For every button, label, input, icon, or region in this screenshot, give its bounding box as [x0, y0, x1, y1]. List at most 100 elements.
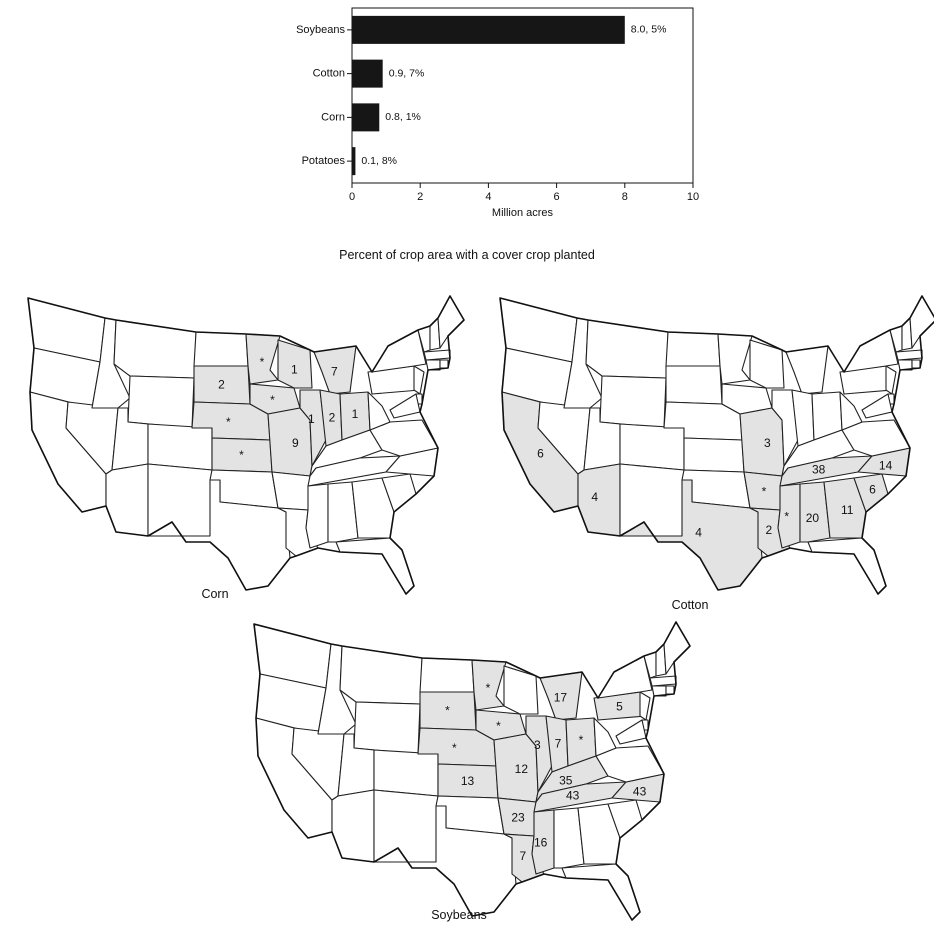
state-value-ne: * — [452, 741, 457, 755]
state-value-mo: 3 — [764, 436, 771, 450]
state-value-mn: * — [486, 681, 491, 695]
state-value-ky: 35 — [559, 773, 573, 787]
state-ma — [895, 349, 923, 361]
bar-potatoes — [352, 147, 356, 176]
nation-outline — [27, 295, 465, 595]
state-me — [437, 295, 465, 349]
state-wv — [367, 391, 391, 431]
nation-outline — [253, 621, 691, 921]
state-nj — [639, 691, 651, 721]
state-nj — [413, 365, 425, 395]
state-nd — [193, 331, 249, 367]
state-wv — [839, 391, 863, 431]
state-mo — [267, 407, 313, 477]
state-value-mi: 17 — [554, 690, 568, 704]
state-co — [147, 423, 213, 471]
x-tick-label: 0 — [349, 191, 355, 203]
state-ms — [305, 483, 329, 549]
state-nd — [419, 657, 475, 693]
state-value-tn: 38 — [812, 463, 826, 477]
state-value-la: 7 — [520, 849, 527, 863]
data-label: 0.1, 8% — [361, 155, 397, 167]
state-value-nc: 14 — [879, 458, 893, 472]
state-co — [373, 749, 439, 797]
state-ct — [651, 685, 667, 697]
state-al — [327, 481, 359, 543]
state-value-mi: 7 — [331, 364, 338, 378]
state-value-sd: 2 — [218, 378, 225, 392]
state-az — [577, 463, 621, 537]
bar-chart: Soybeans 8.0, 5% Cotton 0.9, 7% Corn 0.8, 1% P… — [296, 7, 699, 219]
state-value-ks: * — [239, 448, 244, 462]
nation-outline — [499, 295, 934, 595]
state-value-nc: 43 — [633, 784, 647, 798]
state-ri — [665, 685, 675, 695]
x-tick-label: 4 — [485, 191, 491, 203]
state-ri — [439, 359, 449, 369]
state-mt — [585, 319, 669, 379]
state-co — [619, 423, 685, 471]
state-mn — [717, 333, 753, 385]
state-mi — [785, 345, 829, 395]
x-tick-label: 2 — [417, 191, 423, 203]
x-axis-label: Million acres — [492, 207, 554, 219]
state-value-mo: 9 — [292, 436, 299, 450]
state-value-az: 4 — [591, 490, 598, 504]
state-fl — [335, 537, 415, 595]
bar-soybeans — [352, 15, 625, 44]
corn-map-label: Corn — [201, 587, 229, 601]
state-ma — [649, 675, 677, 687]
state-value-oh: 1 — [352, 407, 359, 421]
state-value-il: 1 — [308, 412, 315, 426]
state-value-ar: * — [762, 485, 767, 499]
data-label: 8.0, 5% — [631, 24, 667, 36]
state-value-tn: 43 — [566, 789, 580, 803]
y-tick-label: Potatoes — [302, 155, 346, 167]
bar-corn — [352, 103, 380, 132]
state-md — [615, 719, 647, 745]
state-value-in: 7 — [555, 737, 562, 751]
state-wi — [749, 339, 785, 389]
state-value-in: 2 — [329, 411, 336, 425]
state-ar — [271, 471, 311, 511]
state-md — [389, 393, 421, 419]
state-al — [799, 481, 831, 543]
state-nm — [373, 789, 439, 863]
state-value-ks: 13 — [461, 774, 475, 788]
state-ks — [683, 437, 745, 473]
state-mt — [339, 645, 423, 705]
state-wy — [599, 375, 667, 429]
state-wy — [127, 375, 195, 429]
state-ny — [371, 329, 427, 373]
state-fl — [561, 863, 641, 921]
state-ct — [425, 359, 441, 371]
state-value-ia: * — [496, 719, 501, 733]
state-ny — [843, 329, 899, 373]
bar-cotton — [352, 59, 383, 88]
state-value-pa: 5 — [616, 700, 623, 714]
state-az — [105, 463, 149, 537]
state-value-tx: 4 — [695, 525, 702, 539]
state-value-mo: 12 — [515, 762, 529, 776]
state-nj — [885, 365, 897, 395]
state-value-ms: * — [784, 510, 789, 524]
state-nd — [665, 331, 721, 367]
x-tick-label: 8 — [622, 191, 628, 203]
state-value-al: 20 — [806, 511, 820, 525]
state-value-ga: 11 — [841, 503, 854, 517]
state-mt — [113, 319, 197, 379]
state-wy — [353, 701, 421, 755]
state-value-oh: * — [579, 733, 584, 747]
state-nm — [147, 463, 213, 537]
x-tick-label: 6 — [554, 191, 560, 203]
data-label: 0.8, 1% — [385, 111, 421, 123]
state-value-ne: * — [226, 415, 231, 429]
state-ct — [897, 359, 913, 371]
state-wv — [593, 717, 617, 757]
state-al — [553, 807, 585, 869]
state-nm — [619, 463, 685, 537]
state-value-wi: 1 — [291, 362, 298, 376]
cotton-map-label: Cotton — [671, 598, 709, 612]
state-value-ar: 23 — [511, 811, 525, 825]
